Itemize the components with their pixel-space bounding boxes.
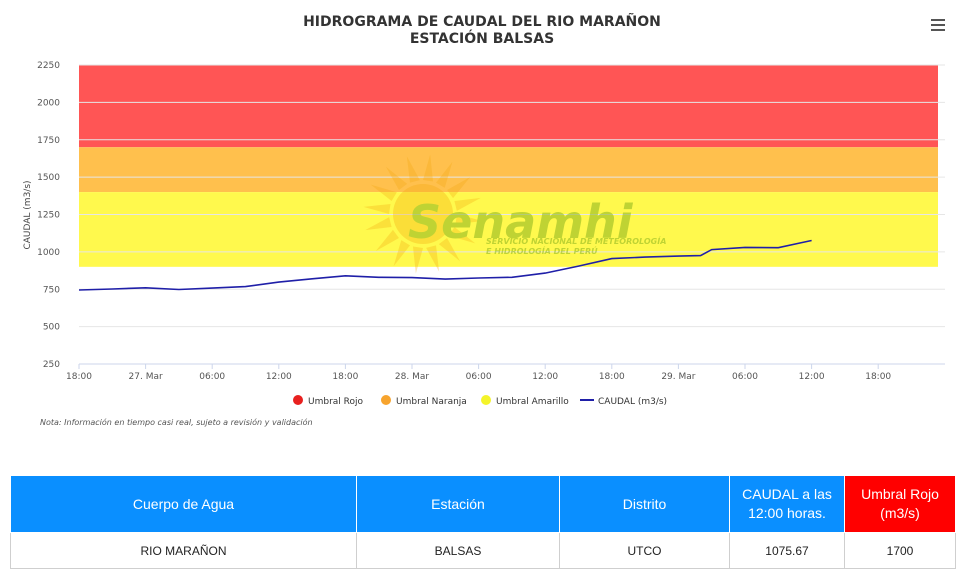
x-tick-label: 18:00 (865, 372, 891, 382)
x-tick-label: 29. Mar (661, 372, 695, 382)
legend-item[interactable]: CAUDAL (m3/s) (580, 397, 667, 407)
sun-ray-icon (426, 245, 440, 272)
station-info-table: Cuerpo de Agua Estación Distrito CAUDAL … (10, 475, 956, 569)
sun-ray-icon (370, 184, 397, 201)
legend-item[interactable]: Umbral Naranja (381, 395, 467, 407)
x-tick-label: 18:00 (599, 372, 625, 382)
chart-title-line1: HIDROGRAMA DE CAUDAL DEL RIO MARAÑON (303, 14, 661, 30)
x-tick-label: 27. Mar (129, 372, 163, 382)
header-cuerpo-de-agua: Cuerpo de Agua (10, 475, 357, 533)
x-tick-label: 18:00 (332, 372, 358, 382)
threshold-band-2 (79, 192, 938, 267)
senamhi-watermark: Senamhi SERVICIO NACIONAL DE METEOROLOGÍ… (363, 154, 666, 274)
y-tick-label: 1000 (37, 248, 60, 258)
table-row: RIO MARAÑON BALSAS UTCO 1075.67 1700 (10, 532, 956, 569)
cell-caudal: 1075.67 (729, 532, 845, 569)
y-axis-label: CAUDAL (m3/s) (23, 180, 33, 249)
legend-item[interactable]: Umbral Rojo (293, 395, 364, 407)
chart-note: Nota: Información en tiempo casi real, s… (40, 418, 313, 427)
cell-distrito: UTCO (559, 532, 730, 569)
y-tick-label: 1750 (37, 136, 60, 146)
cell-estacion: BALSAS (356, 532, 560, 569)
sun-ray-icon (365, 217, 392, 231)
x-tick-label: 12:00 (532, 372, 558, 382)
watermark-brand: Senamhi (408, 195, 634, 249)
header-umbral-rojo: Umbral Rojo (m3/s) (844, 475, 956, 533)
legend-item[interactable]: Umbral Amarillo (481, 395, 569, 407)
x-tick-label: 18:00 (66, 372, 92, 382)
threshold-band-0 (79, 65, 938, 148)
y-tick-label: 1500 (37, 173, 60, 183)
legend-label: Umbral Naranja (396, 397, 467, 407)
cell-umbral-rojo: 1700 (844, 532, 956, 569)
sun-ray-icon (436, 161, 453, 188)
header-distrito: Distrito (559, 475, 730, 533)
sun-ray-icon (455, 214, 483, 225)
watermark-line2: E HIDROLOGÍA DEL PERÚ (486, 245, 598, 256)
sun-ray-icon (406, 156, 420, 183)
sun-ray-icon (375, 229, 399, 252)
legend-label: CAUDAL (m3/s) (598, 397, 667, 407)
sun-ray-icon (447, 176, 471, 199)
y-tick-label: 500 (43, 323, 60, 333)
legend-symbol (293, 395, 303, 405)
sun-ray-icon (363, 203, 391, 214)
legend-symbol (381, 395, 391, 405)
sun-ray-icon (385, 166, 408, 190)
legend-label: Umbral Rojo (308, 397, 364, 407)
sun-ray-icon (454, 197, 481, 211)
legend-symbol (481, 395, 491, 405)
watermark-line1: SERVICIO NACIONAL DE METEOROLOGÍA (486, 235, 666, 246)
x-tick-label: 06:00 (466, 372, 492, 382)
chart-title-line2: ESTACIÓN BALSAS (409, 31, 555, 47)
sun-ray-icon (393, 240, 410, 267)
y-tick-label: 2000 (37, 98, 60, 108)
y-tick-label: 1250 (37, 211, 60, 221)
y-tick-label: 750 (43, 285, 60, 295)
y-tick-label: 2250 (37, 61, 60, 71)
x-tick-label: 06:00 (732, 372, 758, 382)
x-tick-label: 06:00 (199, 372, 225, 382)
x-tick-label: 12:00 (266, 372, 292, 382)
sun-ray-icon (438, 238, 461, 262)
y-tick-label: 250 (43, 360, 60, 370)
legend-label: Umbral Amarillo (496, 397, 569, 407)
threshold-band-1 (79, 147, 938, 193)
sun-ray-icon (412, 246, 423, 274)
hydrograph-chart: Senamhi SERVICIO NACIONAL DE METEOROLOGÍ… (23, 61, 945, 407)
header-estacion: Estación (356, 475, 560, 533)
sun-ray-icon (449, 227, 476, 244)
header-caudal: CAUDAL a las 12:00 horas. (729, 475, 845, 533)
cell-cuerpo-de-agua: RIO MARAÑON (10, 532, 357, 569)
x-tick-label: 12:00 (799, 372, 825, 382)
chart-title: HIDROGRAMA DE CAUDAL DEL RIO MARAÑON EST… (0, 14, 964, 48)
sun-ray-icon (423, 154, 434, 182)
x-tick-label: 28. Mar (395, 372, 429, 382)
hamburger-menu-icon[interactable] (926, 16, 950, 38)
